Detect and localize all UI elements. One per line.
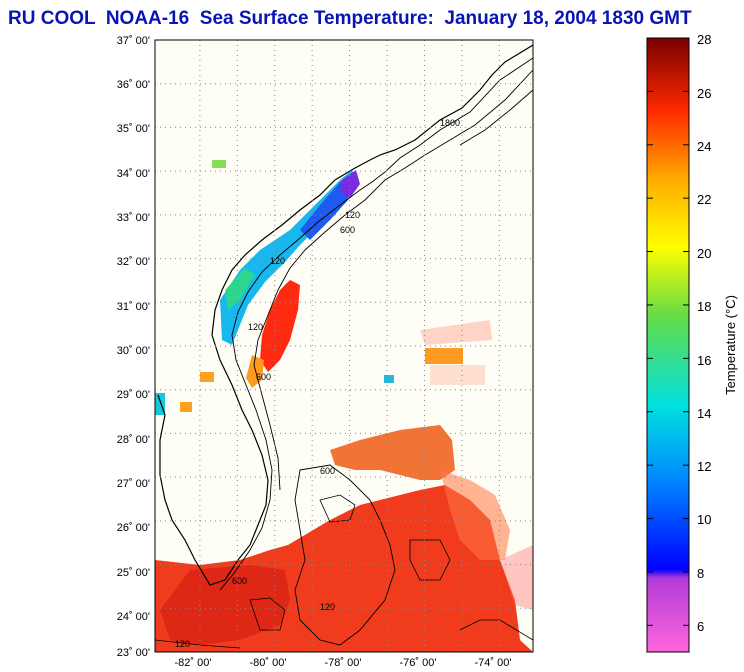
isobath-label: 1800 [440,118,460,128]
colorbar-tick-label: 28 [697,32,711,47]
lon-label: -74˚ 00' [475,657,512,669]
isobath-label: 600 [340,225,355,235]
isobath-labels: 120 600 1800 120 600 120 600 120 600 120 [175,118,460,649]
isobath-label: 600 [320,466,335,476]
isobath-label: 120 [175,639,190,649]
coastline-layer [155,44,533,649]
lat-label: 26˚ 00' [117,522,150,534]
colorbar-tick-label: 24 [697,139,711,154]
lat-label: 28˚ 00' [117,434,150,446]
map-title: RU COOL NOAA-16 Sea Surface Temperature:… [8,8,692,29]
lat-label: 34˚ 00' [117,168,150,180]
sst-gulf-stream [260,280,300,372]
lat-label: 36˚ 00' [117,79,150,91]
longitude-labels: -82˚ 00' -80˚ 00' -78˚ 00' -76˚ 00' -74˚… [175,657,512,669]
colorbar: 6 8 10 12 14 16 18 20 22 24 26 28 Temper… [646,32,738,653]
isobath-label: 120 [345,210,360,220]
isobath-120 [219,57,533,591]
lat-label: 33˚ 00' [117,212,150,224]
isobath-label: 600 [232,576,247,586]
lat-label: 31˚ 00' [117,301,150,313]
sst-warm-bahamas [330,425,455,480]
colorbar-tick-label: 18 [697,299,711,314]
lat-label: 25˚ 00' [117,567,150,579]
isobath-1800 [459,89,533,146]
isobath-label: 120 [270,256,285,266]
graticule [155,40,533,652]
sst-layer [155,160,533,652]
lat-label: 24˚ 00' [117,611,150,623]
us-coastline [157,44,533,586]
isobath-label: 120 [248,322,263,332]
colorbar-tick-label: 8 [697,566,704,581]
isobath-label: 120 [320,602,335,612]
lat-label: 35˚ 00' [117,123,150,135]
colorbar-tick-label: 26 [697,86,711,101]
bahamas-outline [294,464,396,646]
lon-label: -78˚ 00' [325,657,362,669]
colorbar-tick-label: 20 [697,246,711,261]
sst-shelf-blue [300,175,352,240]
isobath-label: 600 [256,372,271,382]
colorbar-ticks [647,37,689,626]
colorbar-tick-label: 16 [697,353,711,368]
colorbar-gradient [646,37,690,653]
colorbar-tick-label: 14 [697,406,711,421]
colorbar-tick-label: 6 [697,619,704,634]
colorbar-tick-label: 12 [697,459,711,474]
lon-label: -80˚ 00' [250,657,287,669]
colorbar-tick-label: 10 [697,512,711,527]
colorbar-tick-labels: 6 8 10 12 14 16 18 20 22 24 26 28 [697,32,711,634]
lat-label: 32˚ 00' [117,256,150,268]
lat-label: 29˚ 00' [117,389,150,401]
colorbar-tick-label: 22 [697,192,711,207]
lat-label: 30˚ 00' [117,345,150,357]
colorbar-label: Temperature (°C) [723,295,738,395]
lat-label: 27˚ 00' [117,478,150,490]
lat-label: 37˚ 00' [117,35,150,47]
lon-label: -76˚ 00' [400,657,437,669]
map-frame [154,39,534,653]
lon-label: -82˚ 00' [175,657,212,669]
lat-label: 23˚ 00' [117,647,150,659]
latitude-labels: 37˚ 00' 36˚ 00' 35˚ 00' 34˚ 00' 33˚ 00' … [117,35,150,659]
